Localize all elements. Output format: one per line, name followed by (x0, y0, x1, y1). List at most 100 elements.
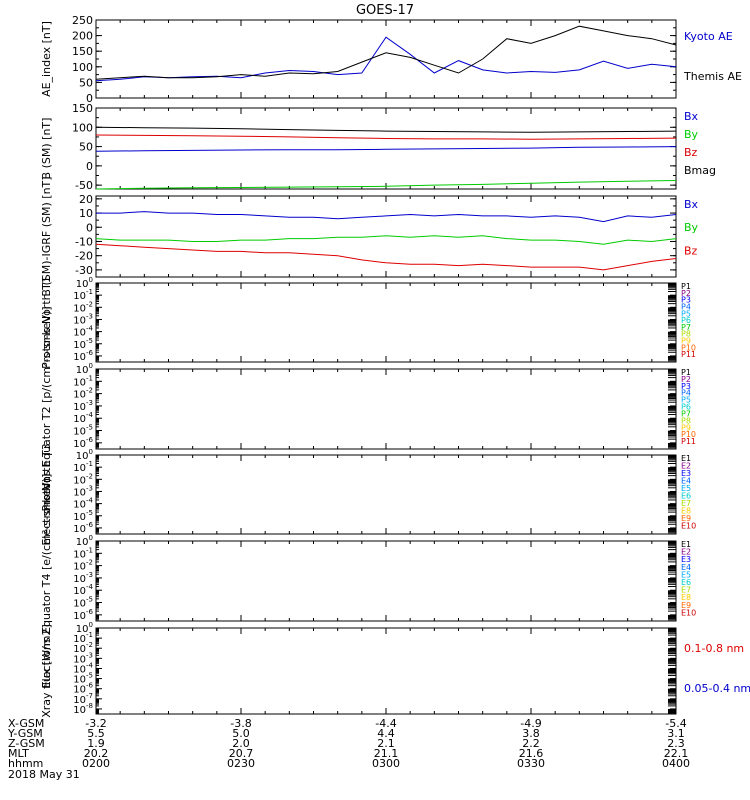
panel-frame (95, 19, 677, 99)
y-tick-exponent: -6 (86, 521, 94, 529)
orbit-row-label: X-GSM (8, 717, 44, 730)
legend-entry: P9 (681, 337, 691, 346)
legend-entry: P9 (681, 423, 691, 432)
legend-entry: P4 (681, 302, 691, 311)
y-tick-exponent: -2 (86, 387, 93, 395)
y-tick-exponent: 0 (89, 448, 93, 456)
y-axis-label: Electrons Equator T4 [e/(cm²-s-sr-keV)] (40, 474, 53, 689)
y-tick-exponent: -6 (86, 349, 94, 357)
y-tick-label: 10-6 (73, 608, 93, 622)
orbit-row-label: Z-GSM (8, 737, 45, 750)
legend-entry: E4 (681, 477, 691, 486)
legend-entry: Bx (684, 198, 699, 211)
orbit-value: 20.2 (84, 747, 109, 760)
orbit-value: 1.9 (87, 737, 105, 750)
y-axis-label: Protons North T1 (40, 276, 53, 369)
orbit-value: 2.2 (522, 737, 540, 750)
orbit-value: 0400 (662, 757, 690, 770)
legend-entry: P5 (681, 309, 691, 318)
orbit-value: 0300 (372, 757, 400, 770)
y-tick-label: 150 (72, 102, 93, 115)
orbit-value: 2.0 (232, 737, 250, 750)
series-bx (95, 146, 677, 152)
panel-frame (95, 368, 677, 450)
y-tick-exponent: -4 (86, 411, 94, 419)
y-tick-label: 10 (79, 207, 93, 220)
legend-entry: Themis AE (683, 70, 742, 83)
legend-entry: Bmag (684, 164, 716, 177)
y-tick-exponent: -1 (86, 374, 93, 382)
y-tick-label: 0 (86, 160, 93, 173)
legend-entry: E2 (681, 548, 691, 557)
y-tick-label: 10-6 (73, 521, 93, 535)
orbit-value: -3.2 (85, 717, 106, 730)
series-themis-ae (95, 25, 677, 80)
orbit-value: 0330 (517, 757, 545, 770)
orbit-row-label: hhmm (8, 757, 43, 770)
panel-1: 0 50 100 150 200 250 AE_index [nT] Kyoto AE Them… (40, 14, 742, 105)
y-tick-exponent: -4 (86, 497, 94, 505)
legend-entry: E5 (681, 484, 691, 493)
legend-entry: P8 (681, 416, 691, 425)
y-tick-exponent: -7 (86, 692, 93, 700)
y-tick-exponent: -1 (86, 460, 93, 468)
y-tick-exponent: -6 (86, 608, 94, 616)
y-tick-label: 0 (86, 221, 93, 234)
y-tick-exponent: 0 (89, 534, 93, 542)
y-tick-label: 10-6 (73, 349, 93, 363)
y-tick-exponent: 0 (89, 621, 93, 629)
y-tick-label: 200 (72, 30, 93, 43)
orbit-value: 22.1 (664, 747, 689, 760)
y-tick-label: 250 (72, 14, 93, 27)
y-tick-label: -50 (75, 179, 93, 192)
y-tick-label: 50 (79, 76, 93, 89)
orbit-value: 2.1 (377, 737, 395, 750)
orbit-value: -3.8 (230, 717, 251, 730)
y-tick-label: 50 (79, 141, 93, 154)
orbit-value: 5.0 (232, 727, 250, 740)
legend-entry: E4 (681, 563, 691, 572)
legend-entry: P10 (681, 430, 696, 439)
legend-entry: P11 (681, 350, 696, 359)
y-tick-exponent: -1 (86, 631, 93, 639)
legend-entry: E1 (681, 540, 691, 549)
orbit-value: -5.4 (665, 717, 686, 730)
y-tick-exponent: -1 (86, 546, 93, 554)
legend-entry: P1 (681, 282, 691, 291)
y-axis-label: B (SM) [nT] (40, 118, 53, 180)
y-tick-exponent: -5 (86, 509, 93, 517)
legend-entry: E9 (681, 514, 691, 523)
y-tick-exponent: -1 (86, 288, 93, 296)
legend-entry: P1 (681, 368, 691, 377)
y-axis-label: AE_index [nT] (40, 21, 53, 97)
orbit-table: X-GSM -3.2 -3.8 -4.4 -4.9 -5.4 Y-GSM 5.5 5.0 4.4 3… (7, 717, 690, 770)
orbit-value: -4.4 (375, 717, 396, 730)
legend-entry: E6 (681, 578, 691, 587)
series-kyoto-ae (95, 36, 677, 82)
y-tick-exponent: 0 (89, 276, 93, 284)
y-axis-label: B (SM)-IGRF (SM) [nT] (40, 176, 53, 296)
legend-entry: P11 (681, 437, 696, 446)
legend-entry: E9 (681, 601, 691, 610)
legend-entry: 0.05-0.4 nm (684, 682, 750, 695)
y-tick-exponent: -5 (86, 672, 93, 680)
y-tick-label: -20 (75, 250, 93, 263)
y-tick-exponent: -3 (86, 651, 93, 659)
panel-2: -50 0 50 100 150 B (SM) [nT] Bx By Bz Bmag (40, 102, 716, 192)
y-tick-exponent: -3 (86, 484, 93, 492)
panel-frame (95, 195, 677, 278)
legend-entry: P5 (681, 396, 691, 405)
orbit-value: 0200 (82, 757, 110, 770)
y-tick-exponent: -4 (86, 661, 94, 669)
y-tick-exponent: -5 (86, 337, 93, 345)
orbit-value: 2.3 (667, 737, 685, 750)
legend-entry: E10 (681, 608, 696, 617)
y-tick-exponent: -2 (86, 300, 93, 308)
legend-entry: P10 (681, 343, 696, 352)
series-bmag (95, 126, 677, 133)
